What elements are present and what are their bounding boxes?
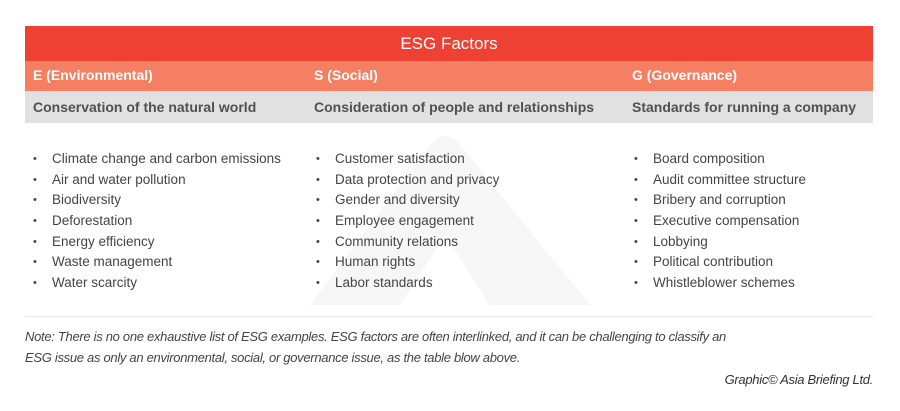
list-item: Community relations (313, 232, 499, 253)
list-item: Waste management (30, 252, 281, 273)
divider (25, 316, 873, 317)
list-item: Political contribution (631, 252, 806, 273)
header-social: S (Social) (314, 67, 378, 83)
list-item: Water scarcity (30, 273, 281, 294)
header-governance: G (Governance) (632, 67, 738, 83)
credit: Graphic© Asia Briefing Ltd. (724, 372, 874, 387)
subheader-social: Consideration of people and relationship… (314, 99, 595, 115)
subheader-environmental: Conservation of the natural world (33, 99, 257, 115)
list-item: Employee engagement (313, 211, 499, 232)
list-item: Human rights (313, 252, 499, 273)
list-item: Labor standards (313, 273, 499, 294)
list-item: Gender and diversity (313, 190, 499, 211)
column-headers: E (Environmental) S (Social) G (Governan… (25, 61, 873, 91)
list-item: Biodiversity (30, 190, 281, 211)
list-item: Audit committee structure (631, 170, 806, 191)
environmental-list: Climate change and carbon emissionsAir a… (30, 149, 281, 294)
table-title: ESG Factors (25, 26, 873, 61)
list-item: Board composition (631, 149, 806, 170)
list-item: Deforestation (30, 211, 281, 232)
header-environmental: E (Environmental) (33, 67, 153, 83)
list-item: Climate change and carbon emissions (30, 149, 281, 170)
list-item: Data protection and privacy (313, 170, 499, 191)
subheader-governance: Standards for running a company (632, 99, 857, 115)
list-item: Bribery and corruption (631, 190, 806, 211)
column-subheaders: Conservation of the natural world Consid… (25, 91, 873, 123)
footnote: Note: There is no one exhaustive list of… (25, 329, 726, 365)
list-item: Customer satisfaction (313, 149, 499, 170)
governance-list: Board compositionAudit committee structu… (631, 149, 806, 294)
list-item: Energy efficiency (30, 232, 281, 253)
list-item: Lobbying (631, 232, 806, 253)
social-list: Customer satisfactionData protection and… (313, 149, 499, 294)
list-item: Air and water pollution (30, 170, 281, 191)
list-item: Executive compensation (631, 211, 806, 232)
list-item: Whistleblower schemes (631, 273, 806, 294)
